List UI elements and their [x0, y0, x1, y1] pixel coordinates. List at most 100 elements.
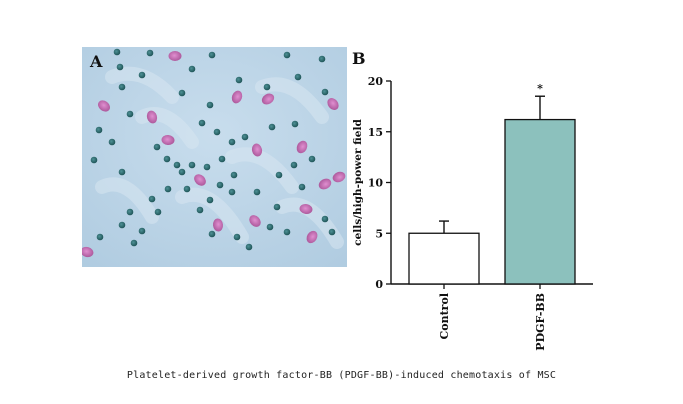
stained-cell — [116, 63, 124, 71]
stained-cell — [263, 83, 271, 91]
stained-cell — [196, 206, 204, 214]
stained-cell — [290, 161, 298, 169]
stained-cell — [268, 123, 276, 131]
bar-chart-svg: 0 5 10 15 20 cells/high-power field Control * PD… — [352, 75, 593, 351]
bar-chart: 0 5 10 15 20 cells/high-power field Control * PD… — [347, 47, 597, 357]
pink-cell — [261, 93, 275, 105]
pink-cell — [97, 100, 111, 112]
stained-cell — [198, 119, 206, 127]
pink-cell — [251, 143, 263, 157]
pink-cell — [306, 230, 318, 244]
cell-streak — [135, 107, 199, 149]
significance-marker: * — [537, 82, 543, 95]
stained-cell — [216, 181, 224, 189]
stained-cell — [266, 223, 274, 231]
stained-cell — [273, 203, 281, 211]
x-tick-label: PDGF-BB — [534, 293, 547, 351]
bar — [504, 118, 576, 285]
stained-cell — [230, 171, 238, 179]
stained-cell — [235, 76, 243, 84]
stained-cell — [233, 233, 241, 241]
stained-cell — [163, 155, 171, 163]
stained-cell — [183, 185, 191, 193]
micrograph-panel — [82, 47, 347, 267]
y-tick-label: 0 — [375, 278, 383, 291]
stained-cell — [283, 51, 291, 59]
stained-cell — [206, 101, 214, 109]
stained-cell — [118, 168, 126, 176]
stained-cell — [188, 65, 196, 73]
stained-cell — [208, 230, 216, 238]
micrograph-background — [82, 47, 347, 267]
stained-cell — [154, 208, 162, 216]
pink-cell — [231, 90, 243, 104]
pink-cell — [318, 178, 332, 190]
stained-cell — [275, 171, 283, 179]
stained-cell — [90, 156, 98, 164]
stained-cell — [245, 243, 253, 251]
stained-cell — [96, 233, 104, 241]
stained-cell — [294, 73, 302, 81]
stained-cell — [228, 188, 236, 196]
stained-cell — [188, 161, 196, 169]
stained-cell — [228, 138, 236, 146]
pink-cell — [299, 203, 313, 215]
pink-cell — [168, 51, 182, 61]
stained-cell — [241, 133, 249, 141]
y-tick-label: 15 — [368, 126, 383, 139]
y-tick-label: 20 — [368, 75, 384, 88]
stained-cell — [291, 120, 299, 128]
stained-cell — [138, 227, 146, 235]
stained-cell — [328, 228, 336, 236]
stained-cell — [213, 128, 221, 136]
stained-cell — [164, 185, 172, 193]
pink-cell — [249, 215, 261, 227]
pink-cell — [212, 218, 224, 232]
stained-cell — [95, 126, 103, 134]
stained-cell — [118, 83, 126, 91]
panel-a-label: A — [90, 52, 103, 71]
stained-cell — [298, 183, 306, 191]
stained-cell — [146, 49, 154, 57]
stained-cell — [126, 110, 134, 118]
stained-cell — [148, 195, 156, 203]
stained-cell — [118, 221, 126, 229]
x-tick-label: Control — [438, 293, 451, 339]
stained-cell — [253, 188, 261, 196]
panel-b-label: B — [352, 49, 366, 68]
pink-cell — [194, 174, 206, 186]
cell-streak — [225, 147, 299, 194]
stained-cell — [208, 51, 216, 59]
stained-cell — [178, 89, 186, 97]
pink-cell — [82, 246, 94, 258]
micrograph-image — [82, 47, 347, 267]
pink-cell — [327, 98, 339, 110]
stained-cell — [178, 168, 186, 176]
y-axis-title: cells/high-power field — [352, 119, 364, 246]
stained-cell — [206, 196, 214, 204]
pink-cell — [296, 140, 308, 154]
cell-layer — [82, 48, 346, 258]
stained-cell — [173, 161, 181, 169]
stained-cell — [126, 208, 134, 216]
pink-cell — [332, 171, 346, 183]
stained-cell — [321, 88, 329, 96]
y-tick-label: 5 — [375, 227, 383, 240]
stained-cell — [203, 163, 211, 171]
cell-streak — [95, 177, 159, 224]
pink-cell — [146, 110, 158, 124]
stained-cell — [318, 55, 326, 63]
pink-cell — [161, 134, 175, 146]
stained-cell — [113, 48, 121, 56]
stained-cell — [308, 155, 316, 163]
bar — [408, 232, 480, 285]
stained-cell — [108, 138, 116, 146]
stained-cell — [130, 239, 138, 247]
stained-cell — [138, 71, 146, 79]
stained-cell — [321, 215, 329, 223]
y-tick-label: 10 — [368, 177, 384, 190]
figure-caption: Platelet-derived growth factor-BB (PDGF-… — [126, 370, 557, 381]
stained-cell — [218, 155, 226, 163]
stained-cell — [283, 228, 291, 236]
stained-cell — [153, 143, 161, 151]
